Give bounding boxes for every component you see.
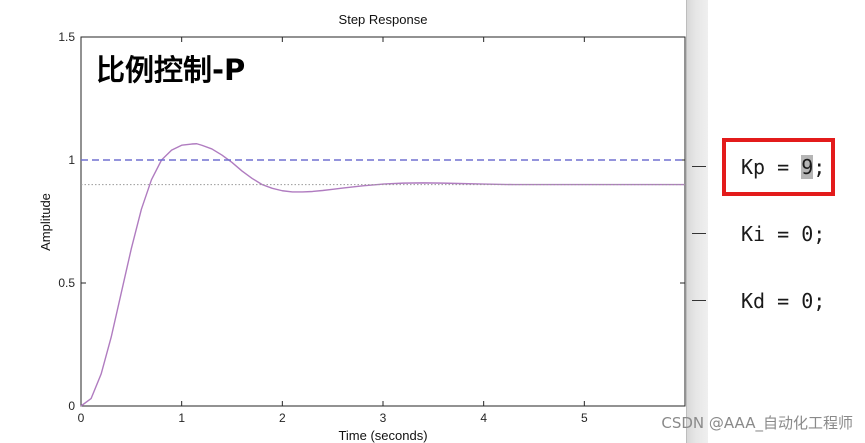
code-line-ki[interactable]: Ki = 0;: [741, 222, 825, 246]
x-tick-label: 0: [78, 411, 85, 425]
gutter-line-marker: [692, 300, 706, 301]
selected-value[interactable]: 9: [801, 155, 814, 179]
x-tick-label: 5: [581, 411, 588, 425]
y-axis-title: Amplitude: [38, 193, 53, 251]
x-tick-label: 4: [480, 411, 487, 425]
y-axis: 0 0.5 1 1.5: [58, 30, 685, 413]
x-axis: 0 1 2 3 4 5: [78, 37, 588, 425]
code-text: Ki = 0;: [741, 222, 826, 246]
plot-area: [80, 36, 686, 407]
highlight-box: [722, 138, 835, 196]
gutter-line-marker: [692, 233, 706, 234]
step-response-plot: Step Response 0 0.5 1 1.5 0 1 2 3 4 5 比例控制-P Tim…: [38, 12, 686, 443]
x-tick-label: 2: [279, 411, 286, 425]
y-tick-label: 0.5: [58, 276, 75, 290]
gutter-line-marker: [692, 166, 706, 167]
series-layer: [80, 143, 685, 407]
overlay-label: 比例控制-P: [96, 53, 245, 87]
code-text: ;: [813, 155, 826, 179]
y-tick-label: 0: [68, 399, 75, 413]
watermark: CSDN @AAA_自动化工程师: [661, 414, 853, 432]
chart-title: Step Response: [339, 12, 428, 27]
code-line-kp[interactable]: Kp = 9;: [741, 155, 825, 179]
step-response-line: [80, 143, 685, 407]
x-tick-label: 1: [178, 411, 185, 425]
x-tick-label: 3: [380, 411, 387, 425]
code-line-kd[interactable]: Kd = 0;: [741, 289, 825, 313]
y-tick-label: 1: [68, 153, 75, 167]
editor-gutter-divider[interactable]: [686, 0, 708, 443]
x-axis-title: Time (seconds): [338, 428, 427, 443]
y-tick-label: 1.5: [58, 30, 75, 44]
code-text: Kp =: [741, 155, 802, 179]
code-text: Kd = 0;: [741, 289, 826, 313]
